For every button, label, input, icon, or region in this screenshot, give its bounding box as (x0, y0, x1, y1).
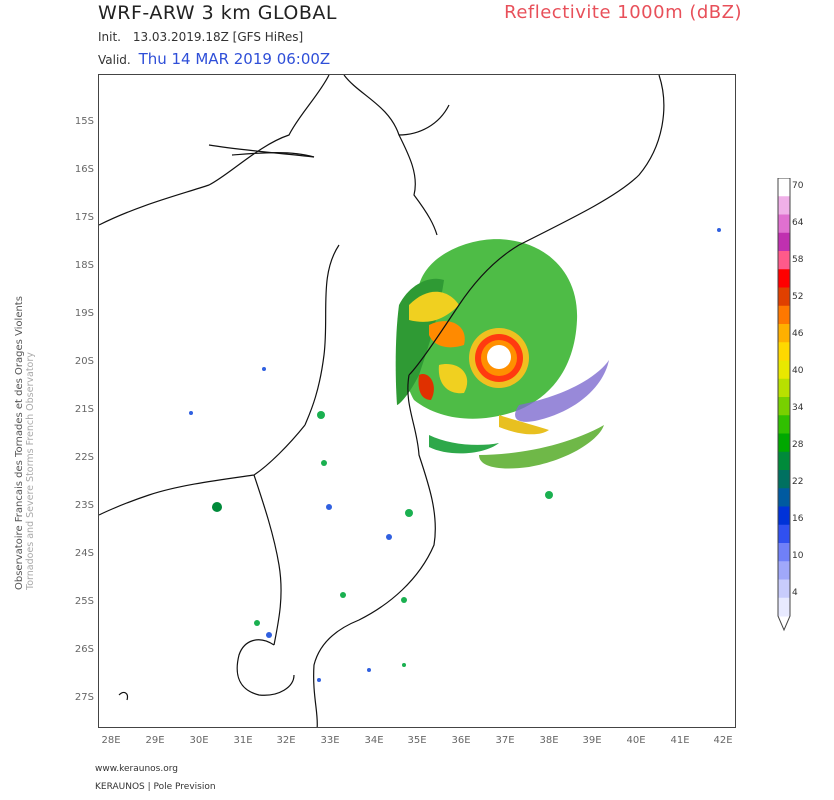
lat-label: 25S (74, 596, 94, 607)
valid-line: Valid. Thu 14 MAR 2019 06:00Z (98, 50, 330, 68)
colorbar-label: 16 (792, 514, 804, 524)
lon-label: 31E (233, 735, 253, 746)
lat-label: 21S (74, 404, 94, 415)
lat-label: 16S (74, 164, 94, 175)
lon-label: 41E (670, 735, 690, 746)
lat-label: 17S (74, 212, 94, 223)
colorbar-band (778, 561, 790, 580)
colorbar-band (778, 506, 790, 526)
lat-label: 27S (74, 692, 94, 703)
lon-label: 32E (276, 735, 296, 746)
side-text-line1: Observatoire Francais des Tornades et de… (14, 296, 25, 590)
colorbar-band (778, 214, 790, 234)
colorbar-band (778, 524, 790, 544)
colorbar-band (778, 287, 790, 307)
colorbar-band (778, 342, 790, 361)
footer-brand: KERAUNOS | Pole Prevision (95, 782, 216, 792)
lat-label: 22S (74, 452, 94, 463)
colorbar-band (778, 251, 790, 270)
colorbar-label: 58 (792, 255, 804, 265)
lat-label: 20S (74, 356, 94, 367)
coastlines (99, 75, 665, 727)
lat-label: 19S (74, 308, 94, 319)
colorbar-band (778, 451, 790, 471)
colorbar-band (778, 178, 790, 197)
colorbar-band (778, 324, 790, 343)
colorbar-band (778, 470, 790, 489)
lon-label: 29E (145, 735, 165, 746)
footer-url[interactable]: www.keraunos.org (95, 764, 178, 774)
colorbar-label: 4 (792, 588, 798, 598)
colorbar-label: 70 (792, 181, 804, 191)
colorbar-band (778, 433, 790, 453)
colorbar-band (778, 196, 790, 215)
scattered-showers (189, 228, 721, 682)
lon-label: 42E (713, 735, 733, 746)
init-label: Init. (98, 30, 121, 44)
lon-label: 34E (364, 735, 384, 746)
colorbar-band (778, 397, 790, 416)
side-text-line2: Tornadoes and Severe Storms French Obser… (25, 352, 36, 590)
init-line: Init. 13.03.2019.18Z [GFS HiRes] (98, 30, 303, 44)
colorbar-label: 22 (792, 477, 804, 487)
colorbar-label: 34 (792, 403, 804, 413)
colorbar-band (778, 269, 790, 288)
lat-label: 15S (74, 116, 94, 127)
lon-label: 39E (582, 735, 602, 746)
lat-label: 23S (74, 500, 94, 511)
lon-label: 28E (101, 735, 121, 746)
colorbar-label: 52 (792, 292, 804, 302)
lon-label: 36E (451, 735, 471, 746)
colorbar-band (778, 305, 790, 325)
lon-label: 30E (189, 735, 209, 746)
lon-label: 38E (539, 735, 559, 746)
colorbar-band (778, 543, 790, 562)
storm-precipitation (395, 239, 609, 469)
valid-time: Thu 14 MAR 2019 06:00Z (138, 50, 331, 68)
lat-label: 18S (74, 260, 94, 271)
colorbar-band (778, 415, 790, 434)
colorbar-label: 46 (792, 329, 804, 339)
colorbar-band (778, 579, 790, 599)
lon-label: 40E (626, 735, 646, 746)
colorbar-band (778, 232, 790, 252)
radar-map (99, 75, 721, 727)
map-frame (98, 74, 736, 728)
valid-label: Valid. (98, 53, 131, 67)
lat-label: 26S (74, 644, 94, 655)
colorbar-label: 40 (792, 366, 804, 376)
lon-label: 33E (320, 735, 340, 746)
colorbar-band (778, 360, 790, 380)
lon-label: 35E (407, 735, 427, 746)
colorbar-band (778, 597, 790, 617)
colorbar-label: 28 (792, 440, 804, 450)
product-title: Reflectivite 1000m (dBZ) (504, 2, 742, 23)
init-value: 13.03.2019.18Z [GFS HiRes] (132, 30, 304, 44)
lat-label: 24S (74, 548, 94, 559)
colorbar (777, 178, 791, 632)
model-title: WRF-ARW 3 km GLOBAL (98, 2, 337, 24)
colorbar-band (778, 378, 790, 398)
colorbar-label: 64 (792, 218, 804, 228)
side-text: Observatoire Francais des Tornades et de… (14, 210, 36, 590)
colorbar-band (778, 488, 790, 507)
colorbar-label: 10 (792, 551, 804, 561)
lon-label: 37E (495, 735, 515, 746)
